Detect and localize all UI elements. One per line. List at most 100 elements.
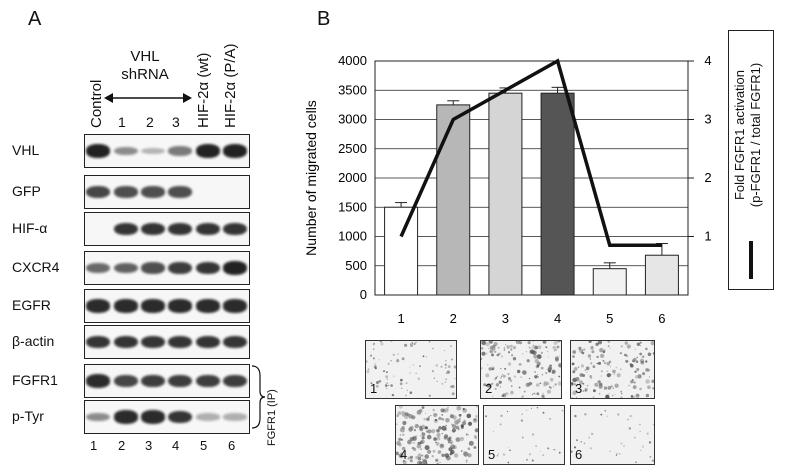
cell-dot xyxy=(560,341,561,343)
cell-dot xyxy=(649,456,652,458)
cell-dot xyxy=(573,383,576,386)
cell-dot xyxy=(635,393,640,398)
micrograph-texture xyxy=(571,341,654,398)
micrograph-label: 2 xyxy=(485,381,493,396)
cell-dot xyxy=(599,348,604,353)
cell-dot xyxy=(600,370,603,373)
x-tick-label: 4 xyxy=(554,311,561,326)
cell-dot xyxy=(450,446,453,448)
cell-dot xyxy=(590,346,594,350)
y2-tick-label: 2 xyxy=(704,170,711,185)
cell-dot xyxy=(465,459,468,462)
cell-dot xyxy=(574,378,577,380)
y-tick-label: 3000 xyxy=(338,112,367,127)
cell-dot xyxy=(396,451,399,456)
cell-dot xyxy=(633,357,637,362)
cell-dot xyxy=(474,428,478,433)
cell-dot xyxy=(378,359,380,361)
cell-dot xyxy=(488,367,492,371)
cell-dot xyxy=(462,407,465,411)
cell-dot xyxy=(506,392,509,396)
cell-dot xyxy=(636,368,640,371)
cell-dot xyxy=(547,389,551,394)
cell-dot xyxy=(507,461,510,464)
cell-dot xyxy=(609,450,611,453)
blot-band xyxy=(114,262,138,274)
cell-dot xyxy=(626,344,631,349)
cell-dot xyxy=(607,386,612,390)
blot-label-6: FGFR1 xyxy=(12,372,58,388)
cell-dot xyxy=(629,414,633,418)
cell-dot xyxy=(507,461,510,464)
cell-dot xyxy=(498,380,502,384)
cell-dot xyxy=(616,373,621,378)
cell-dot xyxy=(603,349,606,352)
cell-dot xyxy=(599,393,601,395)
blot-band xyxy=(196,299,220,313)
cell-dot xyxy=(527,341,531,345)
cell-dot xyxy=(402,428,405,430)
cell-dot xyxy=(537,364,539,367)
cell-dot xyxy=(415,341,417,344)
blot-band xyxy=(86,374,110,388)
cell-dot xyxy=(645,368,649,372)
cell-dot xyxy=(440,365,443,368)
cell-dot xyxy=(572,390,577,395)
cell-dot xyxy=(612,387,614,390)
y2-tick-label: 3 xyxy=(704,112,711,127)
cell-dot xyxy=(634,375,639,379)
cell-dot xyxy=(473,435,477,439)
cell-dot xyxy=(579,373,584,377)
cell-dot xyxy=(443,409,446,412)
cell-dot xyxy=(422,355,425,358)
micrograph-4: 4 xyxy=(395,405,479,465)
cell-dot xyxy=(419,435,422,437)
cell-dot xyxy=(518,341,521,343)
cell-dot xyxy=(598,384,603,389)
cell-dot xyxy=(391,393,395,397)
cell-dot xyxy=(421,436,425,440)
cell-dot xyxy=(510,385,513,388)
micrograph-texture xyxy=(571,409,654,464)
cell-dot xyxy=(592,365,596,368)
cell-dot xyxy=(396,440,401,446)
blot-band xyxy=(114,375,138,387)
blot-band xyxy=(141,222,165,236)
cell-dot xyxy=(451,428,457,433)
cell-dot xyxy=(587,354,592,358)
cell-dot xyxy=(435,458,439,462)
cell-dot xyxy=(486,383,492,388)
cell-dot xyxy=(639,352,643,356)
blot-band xyxy=(196,374,220,388)
cell-dot xyxy=(481,347,484,350)
cell-dot xyxy=(401,451,403,454)
cell-dot xyxy=(532,341,534,342)
cell-dot xyxy=(609,366,611,368)
cell-dot xyxy=(584,387,588,392)
cell-dot xyxy=(467,434,469,436)
blot-label-2: HIF-α xyxy=(12,220,48,236)
cell-dot xyxy=(408,414,413,419)
y-tick-label: 500 xyxy=(345,258,367,273)
legend-line-swatch xyxy=(749,241,753,279)
cell-dot xyxy=(373,342,376,345)
cell-dot xyxy=(401,446,406,451)
cell-dot xyxy=(400,387,403,389)
cell-dot xyxy=(615,454,617,456)
cell-dot xyxy=(430,415,432,417)
cell-dot xyxy=(476,406,478,408)
cell-dot xyxy=(405,394,407,397)
cell-dot xyxy=(544,382,546,384)
cell-dot xyxy=(539,382,542,385)
cell-dot xyxy=(500,377,502,379)
cell-dot xyxy=(651,379,654,383)
cell-dot xyxy=(445,425,447,427)
cell-dot xyxy=(427,449,432,454)
cell-dot xyxy=(522,460,524,462)
micrograph-label: 4 xyxy=(400,447,408,462)
cell-dot xyxy=(468,440,474,446)
blot-band xyxy=(141,299,165,313)
cell-dot xyxy=(419,425,422,429)
cell-dot xyxy=(515,341,517,343)
cell-dot xyxy=(445,378,448,381)
